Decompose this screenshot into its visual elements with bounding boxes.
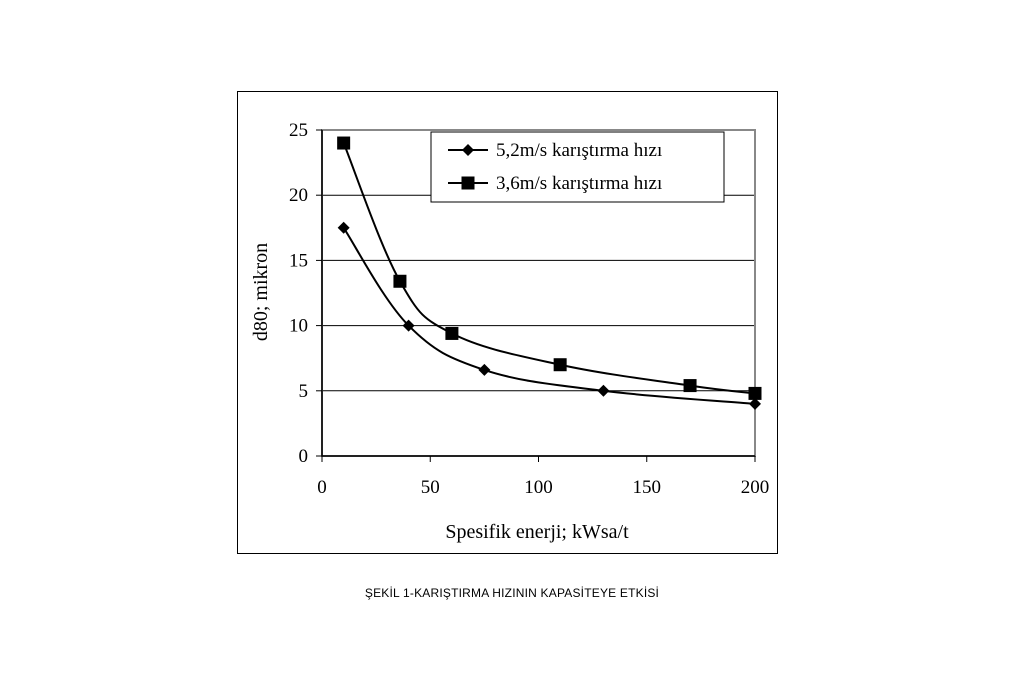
legend-label: 5,2m/s karıştırma hızı [496,140,662,161]
x-tick-label: 50 [421,477,440,498]
legend-box [430,131,725,203]
chart: 0 5 10 15 20 25 0 50 100 150 200 Spesifik enerji; … [250,120,769,543]
data-point-square [393,274,407,288]
series-line-1 [342,227,756,405]
legend: 5,2m/s karıştırma hızı 3,6m/s karıştırma … [430,131,725,203]
data-point-diamond [337,221,350,234]
tick-labels: 0 5 10 15 20 25 0 50 100 150 200 [289,120,769,498]
y-tick-label: 0 [299,446,309,467]
chart-frame: 0 5 10 15 20 25 0 50 100 150 200 Spesifik enerji; … [237,91,778,554]
series-2 [337,136,762,400]
x-tick-label: 100 [524,477,553,498]
legend-marker-diamond [462,144,474,156]
y-axis-label: d80; mikron [250,243,272,341]
data-point-diamond [478,363,491,376]
data-point-square [553,358,567,372]
y-tick-label: 5 [299,381,309,402]
legend-marker-square [461,176,475,190]
data-point-square [683,379,697,393]
legend-label: 3,6m/s karıştırma hızı [496,173,662,194]
x-axis-label: Spesifik enerji; kWsa/t [445,521,629,543]
legend-entry: 3,6m/s karıştırma hızı [448,173,662,194]
y-tick-label: 20 [289,185,308,206]
figure-caption: ŞEKİL 1-KARIŞTIRMA HIZININ KAPASİTEYE ET… [364,586,660,600]
x-tick-label: 200 [741,477,770,498]
data-point-diamond [749,397,761,410]
data-point-square [337,136,351,150]
y-tick-label: 10 [289,316,308,337]
axes [316,129,756,462]
x-tick-label: 150 [633,477,662,498]
x-tick-label: 0 [317,477,327,498]
data-point-square [445,326,459,340]
legend-entry: 5,2m/s karıştırma hızı [448,140,662,161]
data-point-diamond [597,384,610,397]
series-1 [337,221,761,410]
data-point-square [748,386,762,400]
y-tick-label: 25 [289,120,308,141]
series-layer [337,136,762,410]
data-point-diamond [402,319,415,332]
y-tick-label: 15 [289,250,308,271]
